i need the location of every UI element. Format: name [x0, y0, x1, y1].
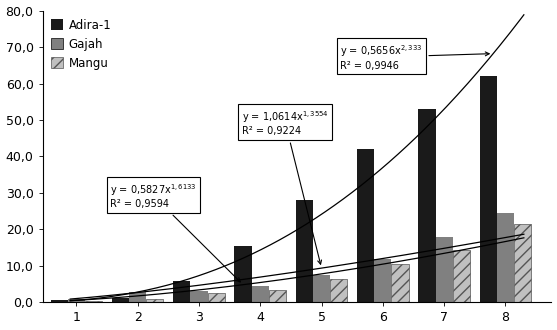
- Bar: [436, 237, 453, 302]
- Bar: [357, 149, 374, 302]
- Bar: [269, 290, 286, 302]
- Bar: [85, 301, 102, 302]
- Bar: [453, 249, 470, 302]
- Bar: [68, 300, 85, 302]
- Bar: [418, 109, 436, 302]
- Bar: [514, 224, 531, 302]
- Bar: [392, 264, 409, 302]
- Text: y = 0,5827x$^{1,6133}$
R² = 0,9594: y = 0,5827x$^{1,6133}$ R² = 0,9594: [110, 182, 240, 282]
- Bar: [208, 293, 224, 302]
- Bar: [234, 246, 252, 302]
- Bar: [173, 280, 190, 302]
- Bar: [330, 279, 347, 302]
- Bar: [146, 299, 163, 302]
- Bar: [129, 292, 146, 302]
- Legend: Adira-1, Gajah, Mangu: Adira-1, Gajah, Mangu: [48, 16, 114, 72]
- Bar: [51, 300, 68, 302]
- Bar: [112, 298, 129, 302]
- Bar: [374, 259, 392, 302]
- Bar: [480, 76, 497, 302]
- Bar: [313, 275, 330, 302]
- Bar: [252, 286, 269, 302]
- Bar: [497, 213, 514, 302]
- Text: y = 0,5656x$^{2,333}$
R² = 0,9946: y = 0,5656x$^{2,333}$ R² = 0,9946: [340, 43, 489, 71]
- Text: y = 1,0614x$^{1,3554}$
R² = 0,9224: y = 1,0614x$^{1,3554}$ R² = 0,9224: [242, 109, 329, 264]
- Bar: [296, 200, 313, 302]
- Bar: [190, 291, 208, 302]
